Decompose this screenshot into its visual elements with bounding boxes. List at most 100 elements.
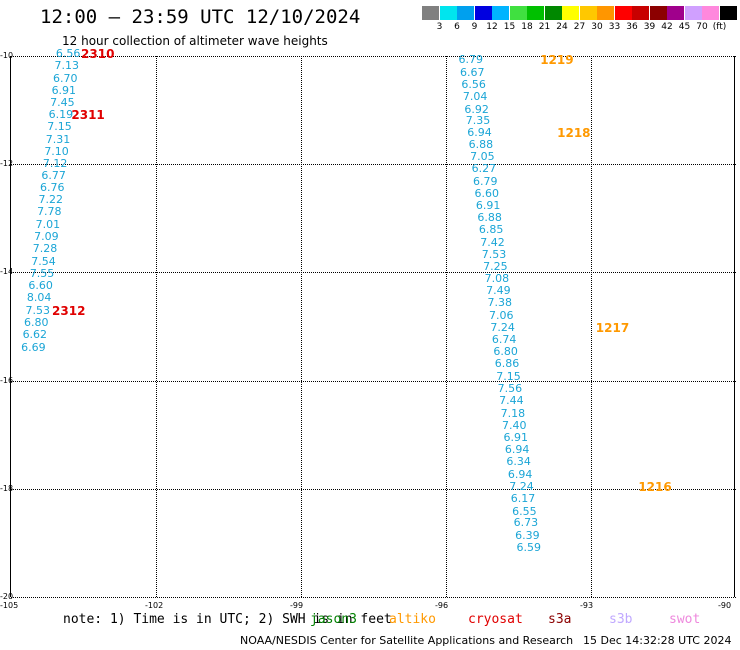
footer-note: note: 1) Time is in UTC; 2) SWH is in fe… xyxy=(63,612,392,627)
wave-height-value: 7.55 xyxy=(29,267,55,281)
mission-legend-swot: swot xyxy=(669,612,701,627)
wave-height-value: 7.18 xyxy=(500,406,526,420)
colorbar-swatch xyxy=(597,6,614,20)
latitude-label: -18 xyxy=(0,483,14,493)
colorbar-swatch xyxy=(474,6,492,20)
wave-height-value: 8.04 xyxy=(26,291,52,305)
latitude-label: -10 xyxy=(0,51,14,60)
colorbar-label: 12 xyxy=(486,22,498,32)
meridian-gridline xyxy=(591,56,592,597)
wave-height-value: 6.74 xyxy=(491,333,517,347)
credit-line: NOAA/NESDIS Center for Satellite Applica… xyxy=(240,634,574,647)
parallel-gridline xyxy=(11,272,736,274)
wave-height-value: 7.09 xyxy=(34,230,59,244)
wave-height-value: 7.49 xyxy=(486,284,511,298)
colorbar-label: 3 xyxy=(436,22,443,32)
wave-height-value: 7.45 xyxy=(50,96,75,110)
longitude-label: -96 xyxy=(435,601,449,610)
wave-height-value: 6.94 xyxy=(467,125,492,139)
generation-timestamp: 15 Dec 14:32:28 UTC 2024 xyxy=(583,634,732,647)
wave-height-value: 6.88 xyxy=(477,210,502,224)
wave-height-value: 7.06 xyxy=(488,308,514,322)
colorbar-swatch xyxy=(719,6,737,20)
wave-height-value: 6.80 xyxy=(493,345,518,359)
wave-height-value: 7.56 xyxy=(497,381,523,395)
wave-height-value: 7.24 xyxy=(509,479,534,493)
wave-height-value: 7.28 xyxy=(32,242,58,256)
pass-number-label: 2310 xyxy=(81,47,115,62)
colorbar-swatch xyxy=(544,6,562,20)
wave-height-value: 6.88 xyxy=(468,137,494,151)
wave-height-value: 6.92 xyxy=(464,102,489,116)
wave-height-value: 6.17 xyxy=(510,492,536,506)
wave-height-value: 7.22 xyxy=(38,193,64,207)
pass-number-label: 1216 xyxy=(638,479,672,494)
mission-legend-jason3: jason3 xyxy=(310,612,357,627)
wave-height-value: 6.39 xyxy=(515,528,540,542)
wave-height-value: 6.86 xyxy=(494,357,520,371)
colorbar-swatch xyxy=(439,6,457,20)
meridian-gridline xyxy=(156,56,157,597)
colorbar-label: 42 xyxy=(661,22,673,32)
colorbar-label: 70 xyxy=(696,22,708,32)
wave-height-value: 6.91 xyxy=(475,198,501,212)
colorbar-swatch xyxy=(509,6,527,20)
latitude-label: -12 xyxy=(0,159,14,169)
wave-height-value: 7.15 xyxy=(47,120,72,134)
wave-height-value: 7.05 xyxy=(470,150,495,164)
colorbar-label: (ft) xyxy=(712,22,727,32)
wave-height-value: 6.70 xyxy=(53,71,78,85)
wave-height-value: 6.69 xyxy=(21,340,46,354)
wave-height-value: 6.67 xyxy=(459,65,485,79)
wave-height-value: 7.53 xyxy=(25,303,50,317)
map-plot-area xyxy=(10,56,736,598)
longitude-label: -93 xyxy=(580,601,594,610)
pass-number-label: 2311 xyxy=(71,107,105,122)
map-subtitle: 12 hour collection of altimeter wave hei… xyxy=(62,34,328,48)
colorbar-swatch xyxy=(562,6,579,20)
wave-height-value: 6.62 xyxy=(22,328,48,342)
wave-height-value: 6.60 xyxy=(28,278,53,292)
colorbar-label: 15 xyxy=(503,22,516,32)
colorbar-label: 24 xyxy=(556,22,568,32)
wave-height-value: 7.40 xyxy=(502,418,527,432)
meridian-gridline xyxy=(446,56,447,597)
colorbar-swatch xyxy=(702,6,719,20)
longitude-label: -102 xyxy=(145,601,164,610)
wave-height-value: 7.42 xyxy=(480,235,505,249)
colorbar-swatch xyxy=(457,6,474,20)
wave-height-value: 6.56 xyxy=(55,47,81,61)
colorbar-swatch xyxy=(492,6,509,20)
colorbar-swatch xyxy=(649,6,667,20)
parallel-gridline xyxy=(11,164,736,166)
pass-number-label: 1219 xyxy=(540,53,574,68)
wave-height-value: 6.73 xyxy=(513,516,539,530)
wave-height-value: 6.91 xyxy=(503,430,528,444)
colorbar-swatch xyxy=(684,6,702,20)
wave-height-value: 7.53 xyxy=(481,247,507,261)
wave-height-value: 7.04 xyxy=(462,90,488,104)
colorbar-swatch xyxy=(614,6,632,20)
wave-height-value: 6.94 xyxy=(507,467,533,481)
colorbar-label: 27 xyxy=(573,22,586,32)
wave-height-value: 6.79 xyxy=(458,53,484,67)
wave-height-value: 7.10 xyxy=(44,144,69,158)
wave-height-value: 7.01 xyxy=(35,217,61,231)
colorbar-label: 45 xyxy=(678,22,691,32)
mission-legend-altiko: altiko xyxy=(389,612,436,627)
colorbar-label: 21 xyxy=(538,22,551,32)
colorbar-swatch xyxy=(632,6,649,20)
wave-height-value: 6.27 xyxy=(471,162,497,176)
wave-height-value: 6.94 xyxy=(504,443,530,457)
mission-legend-cryosat: cryosat xyxy=(468,612,523,627)
colorbar-label: 33 xyxy=(608,22,621,32)
latitude-label: -14 xyxy=(0,267,14,277)
wave-height-value: 6.34 xyxy=(506,455,531,469)
wave-height-value: 6.19 xyxy=(48,107,74,121)
wave-height-value: 7.38 xyxy=(487,296,513,310)
colorbar-label: 39 xyxy=(643,22,656,32)
wave-height-value: 6.60 xyxy=(474,186,499,200)
colorbar-label: 36 xyxy=(626,22,638,32)
wave-height-value: 7.31 xyxy=(45,132,71,146)
